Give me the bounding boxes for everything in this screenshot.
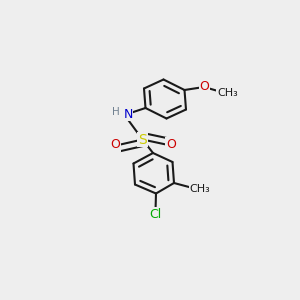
Text: O: O <box>200 80 209 93</box>
Text: O: O <box>111 138 120 151</box>
Text: S: S <box>138 133 147 146</box>
Text: N: N <box>123 108 133 121</box>
Text: H: H <box>112 107 120 117</box>
Text: O: O <box>166 138 176 151</box>
Text: Cl: Cl <box>149 208 161 221</box>
Text: CH₃: CH₃ <box>190 184 211 194</box>
Text: CH₃: CH₃ <box>217 88 238 98</box>
